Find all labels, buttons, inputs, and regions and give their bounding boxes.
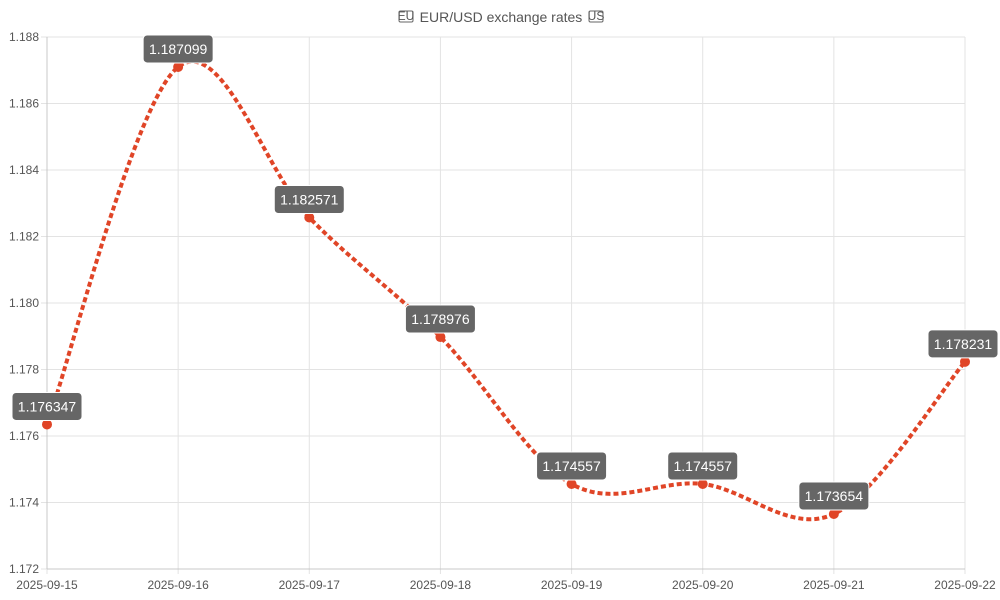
x-tick-label: 2025-09-17: [279, 578, 341, 592]
data-label-text: 1.187099: [149, 41, 208, 57]
data-label: 1.178976: [404, 304, 476, 334]
data-point: [173, 61, 184, 72]
data-label: 1.176347: [11, 391, 83, 421]
x-tick-label: 2025-09-15: [16, 578, 78, 592]
data-label-box: [667, 451, 739, 481]
data-label: 1.182571: [273, 185, 345, 215]
data-label: 1.173654: [798, 481, 870, 511]
us-flag-icon: US: [588, 9, 605, 23]
eu-flag-letters: EU: [398, 9, 415, 23]
data-label-box: [536, 451, 608, 481]
y-tick-label: 1.176: [9, 429, 39, 443]
y-tick-label: 1.172: [9, 562, 39, 576]
x-tick-label: 2025-09-16: [147, 578, 209, 592]
y-axis: 1.172 1.174 1.176 1.178 1.180 1.182 1.184 1.186…: [9, 30, 48, 576]
data-point: [828, 509, 839, 520]
x-tick-label: 2025-09-19: [541, 578, 603, 592]
data-label-text: 1.174557: [674, 458, 733, 474]
data-point: [697, 478, 708, 489]
y-tick-label: 1.188: [9, 30, 39, 44]
data-point: [566, 478, 577, 489]
data-labels: 1.176347 1.187099 1.182571 1.178976 1.174557…: [11, 34, 999, 511]
data-label-box: [404, 304, 476, 334]
data-label-text: 1.178976: [411, 311, 470, 327]
data-label-text: 1.173654: [805, 488, 864, 504]
data-point: [960, 356, 970, 367]
data-label-text: 1.176347: [18, 398, 77, 414]
data-point: [42, 419, 52, 430]
data-points: [42, 61, 970, 520]
y-tick-label: 1.186: [9, 97, 39, 111]
data-label-box: [11, 391, 83, 421]
x-axis: 2025-09-15 2025-09-16 2025-09-17 2025-09-18…: [16, 568, 996, 592]
x-tick-label: 2025-09-22: [934, 578, 996, 592]
data-label: 1.174557: [667, 451, 739, 481]
data-label: 1.174557: [536, 451, 608, 481]
data-label-text: 1.174557: [542, 458, 601, 474]
y-tick-label: 1.182: [9, 230, 39, 244]
chart-title: EUR/USD exchange rates: [420, 9, 583, 25]
data-point: [435, 332, 446, 343]
data-label-text: 1.182571: [280, 192, 339, 208]
us-flag-letters: US: [588, 9, 605, 23]
series-line: [45, 59, 967, 522]
data-label: 1.178231: [927, 329, 999, 359]
data-label-box: [798, 481, 870, 511]
data-label: 1.187099: [142, 34, 214, 64]
x-tick-label: 2025-09-21: [803, 578, 865, 592]
y-tick-label: 1.174: [9, 496, 39, 510]
data-label-text: 1.178231: [934, 336, 993, 352]
eu-flag-icon: EU: [398, 9, 415, 23]
y-tick-label: 1.180: [9, 296, 39, 310]
chart-title-group: EU EUR/USD exchange rates US: [398, 9, 605, 25]
y-tick-label: 1.184: [9, 163, 39, 177]
y-tick-label: 1.178: [9, 363, 39, 377]
data-point: [304, 212, 315, 223]
data-label-box: [273, 185, 345, 215]
x-tick-label: 2025-09-20: [672, 578, 734, 592]
data-label-box: [142, 34, 214, 64]
data-label-box: [927, 329, 999, 359]
x-tick-label: 2025-09-18: [410, 578, 472, 592]
